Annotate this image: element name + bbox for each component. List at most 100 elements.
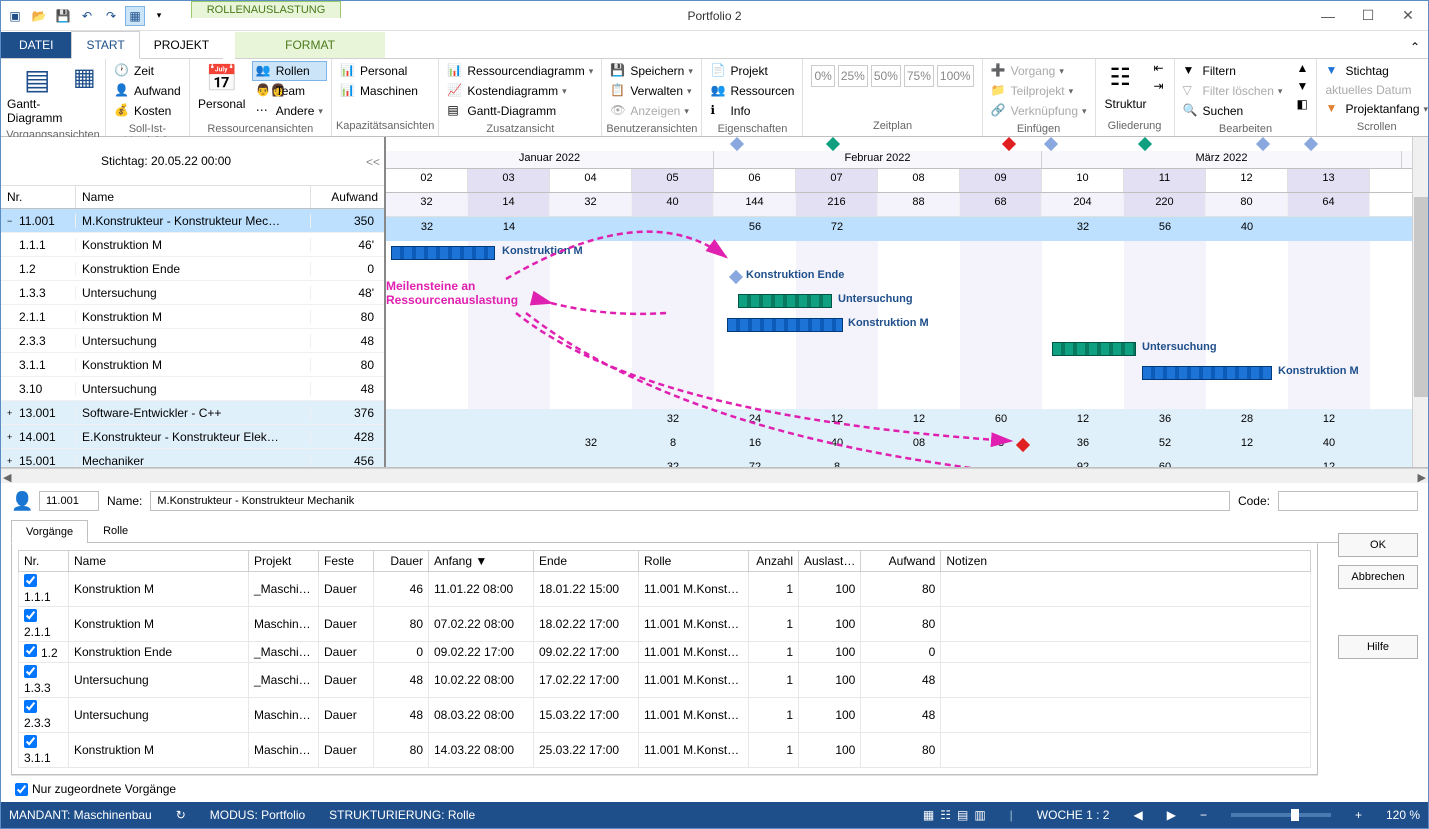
tab-file[interactable]: DATEI [1, 32, 71, 59]
speichern-button[interactable]: 💾Speichern [606, 61, 697, 81]
view-icon[interactable]: ▦ [125, 6, 145, 26]
detail-tab-rolle[interactable]: Rolle [88, 519, 143, 542]
maschinen-button[interactable]: 📊Maschinen [336, 81, 422, 101]
col-header-name[interactable]: Name [76, 186, 311, 208]
detail-row[interactable]: 3.1.1Konstruktion MMaschin…Dauer8014.03.… [19, 733, 1311, 768]
detail-name-input[interactable] [150, 491, 1230, 511]
gantt-more-button[interactable]: ▦ [77, 61, 101, 99]
gantt2-button[interactable]: ▤Gantt-Diagramm [443, 101, 597, 121]
gantt-bar[interactable] [391, 246, 495, 260]
filtern-button[interactable]: ▼Filtern [1179, 61, 1287, 81]
save-icon[interactable]: 💾 [53, 6, 73, 26]
personal2-button[interactable]: 📊Personal [336, 61, 422, 81]
undo-icon[interactable]: ↶ [77, 6, 97, 26]
redo-icon[interactable]: ↷ [101, 6, 121, 26]
down-icon[interactable]: ▼ [1296, 79, 1312, 95]
view1-icon[interactable]: ▦ [923, 808, 934, 822]
cancel-button[interactable]: Abbrechen [1338, 565, 1418, 589]
struktur-button[interactable]: ☷Struktur [1100, 61, 1152, 113]
zoom-slider[interactable] [1231, 813, 1331, 817]
gantt-row[interactable]: +13.001Software-Entwickler - C++376 [1, 401, 384, 425]
expand-icon[interactable]: + [7, 432, 17, 442]
gantt-diagram-button[interactable]: ▤Gantt-Diagramm [5, 61, 75, 127]
collapse-left-icon[interactable]: << [366, 155, 380, 169]
refresh-icon[interactable]: ↻ [176, 808, 186, 822]
row-checkbox[interactable] [24, 665, 37, 678]
qat-dropdown-icon[interactable]: ▾ [149, 6, 169, 26]
open-icon[interactable]: 📂 [29, 6, 49, 26]
zeit-button[interactable]: 🕐Zeit [110, 61, 185, 81]
zoom-in-icon[interactable]: + [1355, 808, 1362, 822]
zoom-out-icon[interactable]: − [1200, 808, 1207, 822]
projektanfang-button[interactable]: ▼Projektanfang [1321, 99, 1429, 119]
detail-row[interactable]: 1.2Konstruktion Ende_Maschi…Dauer009.02.… [19, 642, 1311, 663]
milestone-diamond[interactable] [1138, 137, 1152, 151]
tab-projekt[interactable]: PROJEKT [140, 32, 223, 59]
maximize-button[interactable]: ☐ [1348, 1, 1388, 31]
gantt-row[interactable]: 3.1.1Konstruktion M80 [1, 353, 384, 377]
verwalten-button[interactable]: 📋Verwalten [606, 81, 697, 101]
milestone-diamond[interactable] [1304, 137, 1318, 151]
help-button[interactable]: Hilfe [1338, 635, 1418, 659]
milestone-diamond[interactable] [1256, 137, 1270, 151]
teilprojekt-button[interactable]: 📁Teilprojekt [987, 81, 1091, 101]
milestone-diamond[interactable] [826, 137, 840, 151]
gantt-row[interactable]: 1.1.1Konstruktion M46' [1, 233, 384, 257]
woche-right-icon[interactable]: ▶ [1167, 808, 1176, 822]
kostendiagramm-button[interactable]: 📈Kostendiagramm [443, 81, 597, 101]
gantt-row[interactable]: −11.001M.Konstrukteur - Konstrukteur Mec… [1, 209, 384, 233]
vorgang-button[interactable]: ➕Vorgang [987, 61, 1091, 81]
gantt-row[interactable]: 2.3.3Untersuchung48 [1, 329, 384, 353]
zeitplan-buttons[interactable]: 0%25%50%75%100% [811, 65, 973, 87]
suchen-button[interactable]: 🔍Suchen [1179, 101, 1287, 121]
col-header-aufwand[interactable]: Aufwand [311, 186, 384, 208]
projekt-button[interactable]: 📄Projekt [706, 61, 798, 81]
expand-icon[interactable]: + [7, 456, 17, 466]
milestone-diamond[interactable] [730, 137, 744, 151]
row-checkbox[interactable] [24, 574, 37, 587]
minimize-button[interactable]: — [1308, 1, 1348, 31]
expand-icon[interactable]: − [7, 216, 17, 226]
detail-row[interactable]: 1.1.1Konstruktion M_Maschi…Dauer4611.01.… [19, 572, 1311, 607]
view4-icon[interactable]: ▥ [974, 808, 985, 822]
expand-icon[interactable]: + [7, 408, 17, 418]
up-icon[interactable]: ▲ [1296, 61, 1312, 77]
gantt-row[interactable]: 1.2Konstruktion Ende0 [1, 257, 384, 281]
personal-button[interactable]: 📅Personal [194, 61, 250, 113]
row-checkbox[interactable] [24, 644, 37, 657]
row-checkbox[interactable] [24, 735, 37, 748]
anzeigen-button[interactable]: 👁Anzeigen [606, 101, 697, 121]
gantt-row[interactable]: +14.001E.Konstrukteur - Konstrukteur Ele… [1, 425, 384, 449]
row-checkbox[interactable] [24, 609, 37, 622]
verknuepfung-button[interactable]: 🔗Verknüpfung [987, 101, 1091, 121]
tab-format[interactable]: FORMAT [235, 32, 385, 59]
filter-loeschen-button[interactable]: ▽Filter löschen [1179, 81, 1287, 101]
milestone-diamond[interactable] [1044, 137, 1058, 151]
view3-icon[interactable]: ▤ [957, 808, 968, 822]
aktuelles-datum-button[interactable]: aktuelles Datum [1321, 81, 1429, 99]
woche-left-icon[interactable]: ◀ [1133, 808, 1142, 822]
detail-row[interactable]: 2.3.3UntersuchungMaschin…Dauer4808.03.22… [19, 698, 1311, 733]
vscrollbar[interactable] [1412, 137, 1428, 467]
hscrollbar[interactable]: ◀ ▶ [1, 468, 1428, 483]
gantt-body-right[interactable]: 32145672325640Konstruktion MKonstruktion… [386, 217, 1428, 467]
gantt-row[interactable]: +15.001Mechaniker456 [1, 449, 384, 466]
aufwand-button[interactable]: 👤Aufwand [110, 81, 185, 101]
gantt-bar[interactable] [1142, 366, 1272, 380]
view2-icon[interactable]: ☷ [940, 808, 951, 822]
ressourcendiagramm-button[interactable]: 📊Ressourcendiagramm [443, 61, 597, 81]
ressourcen-button[interactable]: 👥Ressourcen [706, 81, 798, 101]
assigned-only-checkbox[interactable] [15, 783, 28, 796]
rollen-button[interactable]: 👥Rollen [252, 61, 327, 81]
gantt-row[interactable]: 1.3.3Untersuchung48' [1, 281, 384, 305]
detail-id-input[interactable] [39, 491, 99, 511]
ribbon-collapse-icon[interactable]: ⌃ [1402, 36, 1428, 59]
gantt-bar[interactable] [727, 318, 843, 332]
team-button[interactable]: 👨‍👩Team [252, 81, 327, 101]
gantt-row[interactable]: 2.1.1Konstruktion M80 [1, 305, 384, 329]
kosten-button[interactable]: 💰Kosten [110, 101, 185, 121]
detail-code-input[interactable] [1278, 491, 1418, 511]
stichtag-button[interactable]: ▼Stichtag [1321, 61, 1429, 81]
tab-start[interactable]: START [71, 31, 139, 59]
detail-tab-vorgaenge[interactable]: Vorgänge [11, 520, 88, 543]
